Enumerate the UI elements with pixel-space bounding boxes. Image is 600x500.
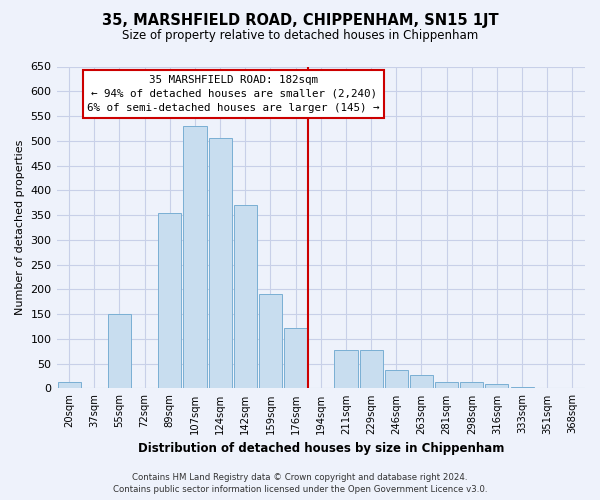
Bar	[234, 205, 257, 388]
Bar	[435, 382, 458, 388]
Bar	[334, 350, 358, 389]
Text: 35, MARSHFIELD ROAD, CHIPPENHAM, SN15 1JT: 35, MARSHFIELD ROAD, CHIPPENHAM, SN15 1J…	[101, 12, 499, 28]
Text: Contains HM Land Registry data © Crown copyright and database right 2024.
Contai: Contains HM Land Registry data © Crown c…	[113, 472, 487, 494]
Bar	[158, 212, 181, 388]
Bar	[385, 370, 408, 388]
X-axis label: Distribution of detached houses by size in Chippenham: Distribution of detached houses by size …	[137, 442, 504, 455]
Bar	[108, 314, 131, 388]
Text: 35 MARSHFIELD ROAD: 182sqm
← 94% of detached houses are smaller (2,240)
6% of se: 35 MARSHFIELD ROAD: 182sqm ← 94% of deta…	[88, 74, 380, 114]
Text: Size of property relative to detached houses in Chippenham: Size of property relative to detached ho…	[122, 29, 478, 42]
Bar	[58, 382, 80, 388]
Bar	[359, 350, 383, 389]
Bar	[259, 294, 282, 388]
Bar	[485, 384, 508, 388]
Bar	[284, 328, 307, 388]
Bar	[460, 382, 484, 388]
Bar	[410, 375, 433, 388]
Y-axis label: Number of detached properties: Number of detached properties	[15, 140, 25, 315]
Bar	[184, 126, 206, 388]
Bar	[209, 138, 232, 388]
